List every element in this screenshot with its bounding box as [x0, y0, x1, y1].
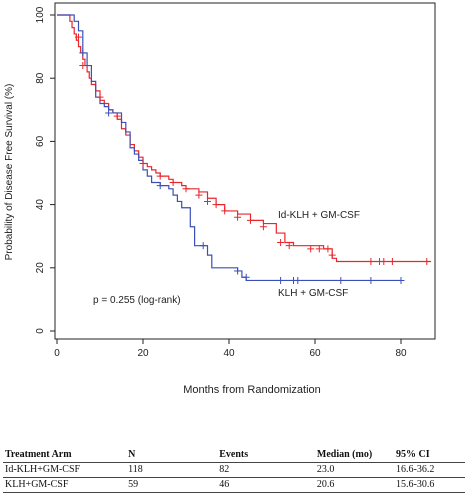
cell-ci: 16.6-36.2 [394, 462, 465, 478]
censor-mark [79, 49, 87, 57]
censor-mark [315, 245, 323, 253]
censor-mark [113, 112, 121, 120]
x-tick-label: 80 [395, 348, 407, 359]
censor-mark [388, 257, 396, 265]
header-median: Median (mo) [314, 448, 395, 463]
censor-marks [75, 33, 431, 284]
censor-mark [242, 273, 250, 281]
censor-mark [75, 33, 82, 41]
censor-mark [96, 93, 104, 101]
plot-frame [54, 2, 436, 340]
cell-ci: 15.6-30.6 [394, 477, 465, 493]
cell-events: 82 [217, 462, 315, 478]
summary-table: Treatment Arm N Events Median (mo) 95% C… [3, 448, 465, 493]
censor-mark [337, 276, 345, 284]
cell-n: 118 [126, 462, 218, 478]
y-tick-label: 100 [35, 6, 46, 23]
survival-curves [57, 14, 432, 282]
censor-mark [212, 201, 220, 209]
censor-mark [294, 276, 302, 284]
x-tick-label: 0 [54, 348, 60, 359]
header-ci: 95% CI [394, 448, 465, 463]
censor-mark [79, 62, 87, 70]
censor-mark [139, 160, 147, 168]
x-axis: 0 20 40 60 80 [54, 339, 407, 359]
censor-mark [367, 257, 375, 265]
censor-mark [221, 207, 229, 215]
table-header-row: Treatment Arm N Events Median (mo) 95% C… [3, 448, 465, 463]
header-treatment-arm: Treatment Arm [3, 448, 127, 463]
censor-mark [397, 276, 405, 284]
censor-mark [195, 191, 203, 199]
censor-mark [380, 257, 388, 265]
censor-mark [307, 245, 315, 253]
censor-mark [199, 242, 207, 250]
x-tick-label: 40 [223, 348, 235, 359]
censor-mark [156, 182, 164, 190]
series-line-1 [57, 14, 401, 282]
series-label-klh: KLH + GM-CSF [278, 288, 348, 299]
cell-events: 46 [217, 477, 315, 493]
censor-mark [259, 223, 267, 231]
p-value-annotation: p = 0.255 (log-rank) [93, 295, 181, 306]
table-row: Id-KLH+GM-CSF 118 82 23.0 16.6-36.2 [3, 462, 465, 478]
y-tick-label: 40 [35, 199, 46, 211]
censor-mark [234, 213, 242, 221]
censor-mark [204, 197, 211, 205]
censor-mark [324, 245, 332, 253]
x-tick-label: 20 [137, 348, 149, 359]
cell-arm: KLH+GM-CSF [3, 477, 127, 493]
table-row: KLH+GM-CSF 59 46 20.6 15.6-30.6 [3, 477, 465, 493]
cell-n: 59 [126, 477, 218, 493]
censor-mark [277, 276, 285, 284]
y-tick-label: 80 [35, 72, 46, 84]
y-axis: 0 20 40 60 80 100 [35, 6, 55, 334]
header-events: Events [217, 448, 315, 463]
cell-arm: Id-KLH+GM-CSF [3, 462, 127, 478]
censor-mark [247, 216, 254, 224]
censor-mark [182, 185, 190, 193]
kaplan-meier-chart: 0 20 40 60 80 100 0 20 40 60 80 Probability of Di… [4, 2, 436, 396]
series-line-0 [57, 14, 432, 263]
y-tick-label: 60 [35, 135, 46, 147]
censor-mark [277, 239, 285, 247]
y-axis-label: Probability of Disease Free Survival (%) [4, 84, 15, 261]
censor-mark [156, 172, 164, 180]
cell-median: 20.6 [314, 477, 395, 493]
censor-mark [328, 251, 336, 259]
censor-mark [367, 276, 375, 284]
censor-mark [423, 257, 431, 265]
y-tick-label: 20 [35, 262, 46, 274]
x-axis-label: Months from Randomization [183, 384, 321, 396]
censor-mark [234, 267, 242, 275]
header-n: N [126, 448, 218, 463]
cell-median: 23.0 [314, 462, 395, 478]
x-tick-label: 60 [309, 348, 321, 359]
censor-mark [105, 109, 113, 117]
censor-mark [169, 178, 177, 186]
censor-mark [285, 242, 293, 250]
series-label-id-klh: Id-KLH + GM-CSF [278, 210, 360, 221]
y-tick-label: 0 [35, 328, 46, 334]
